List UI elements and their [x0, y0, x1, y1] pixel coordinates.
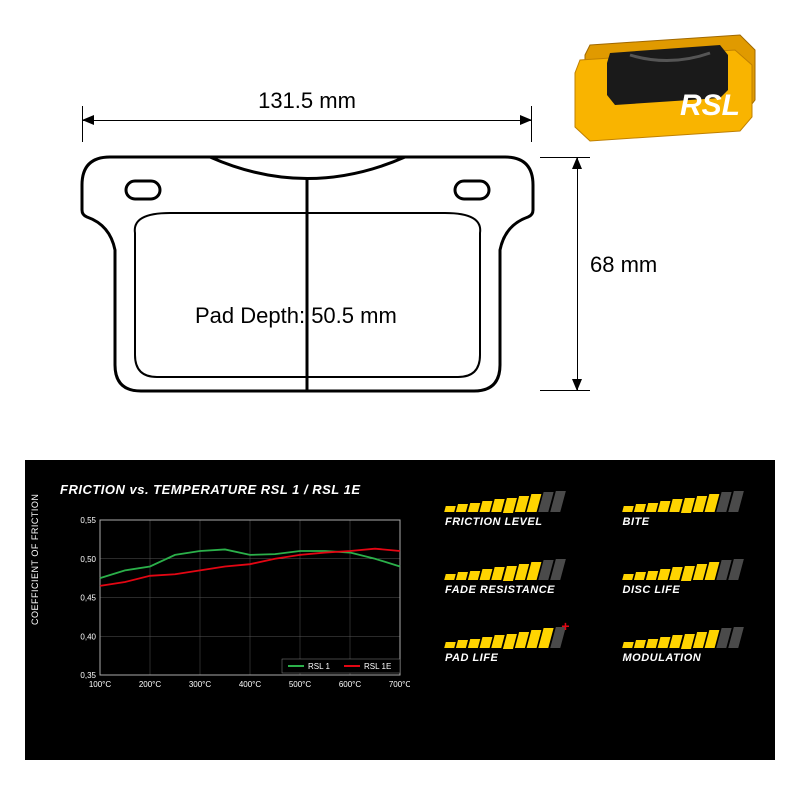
rating-bar — [622, 642, 634, 648]
svg-text:100°C: 100°C — [89, 680, 112, 689]
technical-drawing-section: 131.5 mm 68 mm Pad Depth: 50.5 mm — [0, 0, 800, 445]
brake-pad-outline — [80, 155, 535, 395]
svg-text:RSL 1: RSL 1 — [308, 662, 330, 671]
svg-text:600°C: 600°C — [339, 680, 362, 689]
width-dimension-label: 131.5 mm — [82, 88, 532, 114]
rating-bar — [468, 639, 481, 648]
rating-label: MODULATION — [623, 652, 766, 664]
rating-label: PAD LIFE — [445, 652, 588, 664]
svg-text:200°C: 200°C — [139, 680, 162, 689]
rating-bar — [444, 574, 456, 580]
rating-item: BITE — [623, 490, 766, 528]
rating-bars — [623, 490, 766, 512]
rating-item: DISC LIFE — [623, 558, 766, 596]
pad-depth-label: Pad Depth: 50.5 mm — [195, 303, 397, 329]
performance-panel: FRICTION vs. TEMPERATURE RSL 1 / RSL 1E … — [25, 460, 775, 760]
rating-bar — [645, 639, 658, 648]
rating-bars: + — [445, 626, 588, 648]
rating-bar — [657, 501, 670, 512]
svg-text:0,35: 0,35 — [80, 671, 96, 680]
rating-bars — [445, 490, 588, 512]
width-dim-line — [82, 120, 532, 121]
svg-text:500°C: 500°C — [289, 680, 312, 689]
ratings-grid: FRICTION LEVEL BITE FADE RESISTANCE DISC LI… — [445, 490, 765, 694]
rating-bar — [669, 567, 682, 580]
rating-label: FRICTION LEVEL — [445, 516, 588, 528]
rating-bar — [456, 640, 468, 648]
product-image: RSL — [560, 20, 780, 150]
rating-bar — [468, 571, 481, 580]
rating-bar — [669, 499, 682, 512]
svg-text:0,55: 0,55 — [80, 516, 96, 525]
rating-row: + PAD LIFE MODULATION — [445, 626, 765, 664]
rating-bars — [623, 558, 766, 580]
rating-item: FADE RESISTANCE — [445, 558, 588, 596]
rating-label: DISC LIFE — [623, 584, 766, 596]
height-ext-top — [540, 157, 590, 158]
rating-bar — [669, 635, 682, 648]
chart-ylabel: COEFFICIENT OF FRICTION — [30, 494, 40, 625]
brand-logo: RSL — [680, 89, 740, 122]
rating-bar — [645, 571, 658, 580]
rating-bar — [657, 569, 670, 580]
svg-text:400°C: 400°C — [239, 680, 262, 689]
rating-plus-icon: + — [561, 618, 569, 634]
chart-title: FRICTION vs. TEMPERATURE RSL 1 / RSL 1E — [60, 482, 361, 497]
svg-text:700°C: 700°C — [389, 680, 410, 689]
rating-bar — [622, 506, 634, 512]
rating-bar — [633, 572, 645, 580]
svg-text:0,45: 0,45 — [80, 594, 96, 603]
rating-bar — [633, 504, 645, 512]
rating-row: FADE RESISTANCE DISC LIFE — [445, 558, 765, 596]
svg-text:0,50: 0,50 — [80, 555, 96, 564]
rating-bar — [633, 640, 645, 648]
rating-bar — [456, 572, 468, 580]
rating-row: FRICTION LEVEL BITE — [445, 490, 765, 528]
svg-text:0,40: 0,40 — [80, 632, 96, 641]
rating-item: + PAD LIFE — [445, 626, 588, 664]
rating-bar — [468, 503, 481, 512]
height-arrow-top — [572, 157, 582, 169]
height-dimension-label: 68 mm — [590, 252, 657, 278]
rating-label: BITE — [623, 516, 766, 528]
svg-text:300°C: 300°C — [189, 680, 212, 689]
height-dim-line — [577, 157, 578, 391]
rating-bar — [657, 637, 670, 648]
rating-label: FADE RESISTANCE — [445, 584, 588, 596]
friction-temperature-chart: 0,55 0,50 0,45 0,40 0,35100°C 200°C 300°C 400°C… — [70, 510, 410, 720]
width-ext-left — [82, 106, 83, 142]
rating-bar — [645, 503, 658, 512]
rating-bar — [444, 642, 456, 648]
rating-bar — [444, 506, 456, 512]
height-ext-bottom — [540, 390, 590, 391]
rating-item: MODULATION — [623, 626, 766, 664]
width-arrow-left — [82, 115, 94, 125]
rating-bar — [622, 574, 634, 580]
width-ext-right — [531, 106, 532, 142]
rating-item: FRICTION LEVEL — [445, 490, 588, 528]
rating-bars — [623, 626, 766, 648]
rating-bars — [445, 558, 588, 580]
rating-bar — [456, 504, 468, 512]
svg-text:RSL 1E: RSL 1E — [364, 662, 391, 671]
